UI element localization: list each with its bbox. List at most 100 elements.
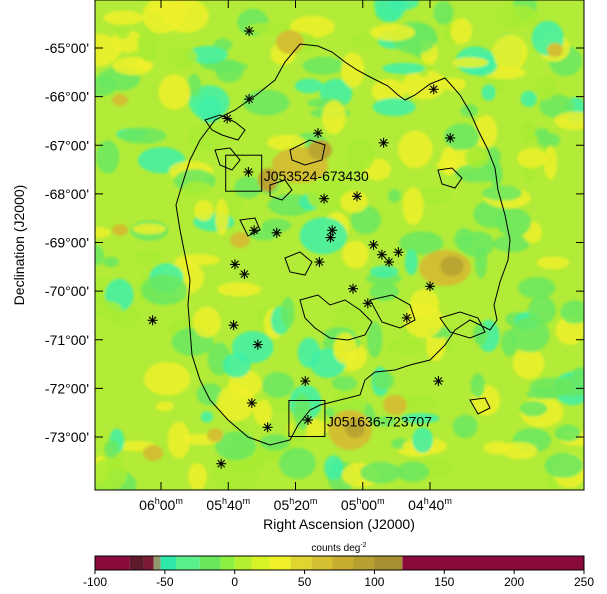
intensity-blob bbox=[144, 362, 191, 396]
source-marker bbox=[384, 257, 394, 267]
intensity-blob bbox=[571, 366, 584, 382]
emission-region bbox=[143, 445, 163, 461]
intensity-blob bbox=[526, 389, 561, 400]
intensity-blob bbox=[322, 100, 346, 135]
intensity-blob bbox=[95, 76, 117, 97]
intensity-blob bbox=[280, 297, 295, 329]
intensity-blob bbox=[135, 250, 162, 265]
x-tick-label: 05h40m bbox=[206, 496, 250, 513]
annotation-label: J051636-723707 bbox=[327, 414, 432, 430]
x-tick-label: 04h40m bbox=[408, 496, 452, 513]
intensity-blob bbox=[433, 0, 454, 25]
colorbar-label: counts deg-2 bbox=[311, 542, 366, 554]
intensity-blob bbox=[371, 78, 407, 103]
inner-contour bbox=[269, 179, 293, 201]
lmc-outer-contour bbox=[175, 43, 511, 446]
intensity-blob bbox=[396, 461, 430, 482]
intensity-blob bbox=[140, 274, 188, 306]
intensity-blob bbox=[95, 300, 123, 318]
colorbar-tick-label: -100 bbox=[83, 575, 107, 589]
inner-contour bbox=[289, 139, 326, 166]
intensity-blob bbox=[544, 145, 557, 180]
intensity-blob bbox=[175, 253, 221, 266]
intensity-blob bbox=[402, 69, 447, 100]
heatmap-area: J053524-673430 J051636-723707 bbox=[95, 0, 584, 490]
intensity-blob bbox=[331, 375, 358, 391]
intensity-blob bbox=[346, 138, 376, 172]
intensity-blob bbox=[215, 198, 229, 236]
intensity-blob bbox=[560, 300, 584, 324]
intensity-blob bbox=[115, 25, 131, 40]
intensity-blob bbox=[544, 452, 584, 478]
intensity-blob bbox=[536, 256, 570, 270]
intensity-blob bbox=[493, 5, 540, 28]
x-axis-label: Right Ascension (J2000) bbox=[263, 516, 415, 532]
source-marker bbox=[376, 249, 387, 260]
intensity-blob bbox=[452, 414, 478, 439]
colorbar-bin bbox=[251, 556, 270, 570]
y-tick-label: -70°00' bbox=[45, 283, 89, 299]
intensity-blob bbox=[482, 185, 523, 201]
colorbar: counts deg-2 -100 -50 0 50 100 150 200 250 bbox=[83, 542, 594, 589]
source-marker bbox=[319, 193, 330, 204]
intensity-blob bbox=[142, 0, 182, 34]
inner-contour bbox=[299, 294, 373, 341]
colorbar-bin bbox=[160, 556, 177, 570]
source-marker bbox=[445, 133, 456, 143]
y-tick-label: -66°00' bbox=[45, 89, 89, 105]
x-tick-label: 05h20m bbox=[274, 496, 318, 513]
source-marker bbox=[222, 113, 233, 124]
inner-contour bbox=[439, 311, 486, 339]
source-marker bbox=[244, 94, 255, 105]
inner-contour bbox=[369, 294, 416, 329]
intensity-blob bbox=[342, 240, 369, 269]
y-tick-label: -69°00' bbox=[45, 235, 89, 251]
source-marker bbox=[362, 298, 373, 309]
intensity-blob bbox=[555, 424, 581, 442]
intensity-blob bbox=[481, 84, 496, 101]
intensity-blob bbox=[372, 416, 396, 427]
colorbar-bin bbox=[176, 556, 200, 570]
intensity-blob bbox=[137, 28, 159, 62]
intensity-blob bbox=[297, 337, 321, 368]
intensity-blob bbox=[245, 22, 292, 34]
intensity-blob bbox=[454, 228, 474, 251]
intensity-blob bbox=[360, 461, 401, 484]
inner-contour bbox=[469, 397, 491, 415]
inner-contour bbox=[239, 217, 261, 237]
intensity-blob bbox=[350, 205, 382, 235]
colorbar-bin bbox=[95, 556, 130, 570]
source-annotations: J053524-673430 J051636-723707 bbox=[225, 154, 432, 437]
y-tick-label: -72°00' bbox=[45, 380, 89, 396]
colorbar-tick-label: 250 bbox=[574, 575, 594, 589]
intensity-blob bbox=[493, 235, 530, 253]
colorbar-bin bbox=[402, 556, 584, 570]
intensity-blob bbox=[335, 302, 372, 332]
source-marker bbox=[325, 232, 336, 243]
source-marker bbox=[249, 225, 260, 236]
source-marker bbox=[425, 281, 435, 292]
intensity-blob bbox=[289, 15, 335, 38]
intensity-blob bbox=[333, 332, 357, 365]
intensity-blob bbox=[222, 352, 251, 378]
source-marker bbox=[352, 191, 362, 202]
source-marker bbox=[368, 239, 379, 250]
source-marker bbox=[147, 315, 158, 326]
intensity-blob bbox=[261, 218, 292, 233]
inner-contour bbox=[437, 167, 463, 189]
intensity-blob bbox=[234, 176, 262, 199]
intensity-blob bbox=[539, 94, 575, 119]
plot-frame bbox=[94, 0, 585, 491]
annotation-box bbox=[225, 154, 263, 192]
intensity-blob bbox=[104, 440, 120, 458]
y-axis-ticks: -65°00' -66°00' -67°00' -68°00' -69°00' -70°0… bbox=[45, 40, 584, 445]
intensity-blob bbox=[166, 46, 198, 68]
colorbar-bin bbox=[234, 556, 252, 570]
intensity-blob bbox=[512, 347, 545, 380]
intensity-blob bbox=[372, 98, 416, 116]
source-marker bbox=[428, 84, 439, 95]
x-tick-label: 05h00m bbox=[341, 496, 385, 513]
intensity-blob bbox=[444, 123, 480, 150]
intensity-blob bbox=[192, 306, 221, 338]
intensity-blob bbox=[400, 413, 440, 424]
